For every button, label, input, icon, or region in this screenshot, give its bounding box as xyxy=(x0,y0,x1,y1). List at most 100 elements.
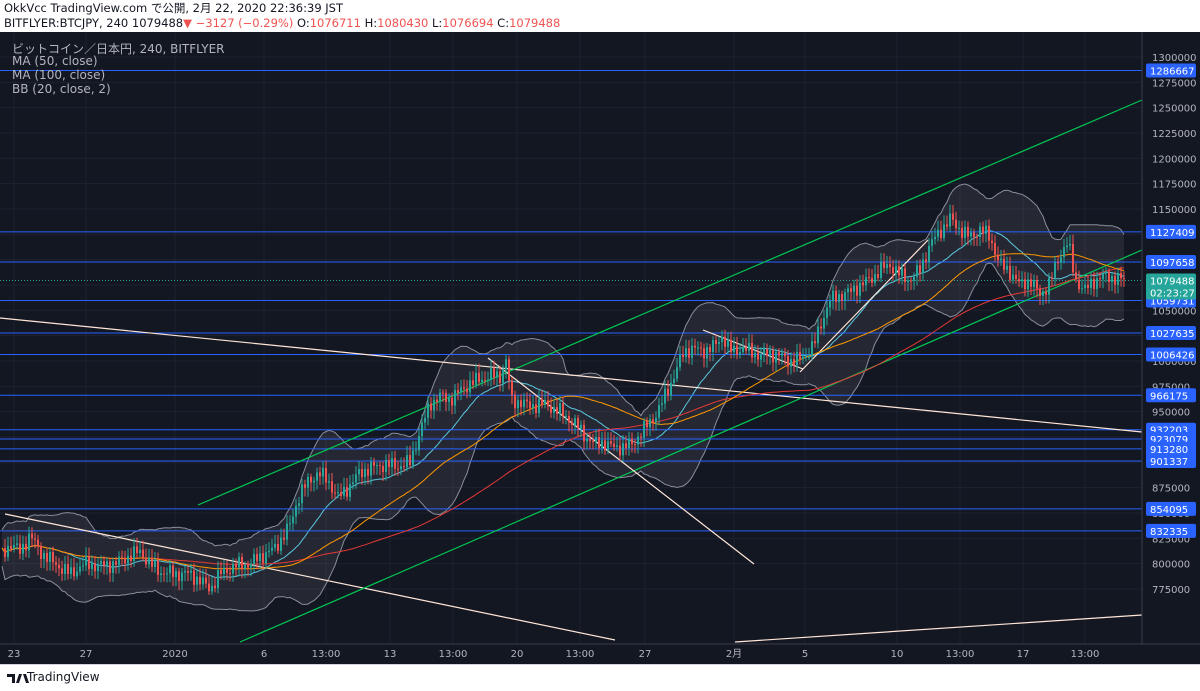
candle-body xyxy=(151,557,153,567)
candle-body xyxy=(1069,243,1071,246)
candle-body xyxy=(253,554,255,564)
candle-body xyxy=(244,564,246,570)
level-tag-label: 932203 xyxy=(1150,426,1188,437)
candle-body xyxy=(634,444,636,446)
candles xyxy=(4,204,1125,595)
candle-body xyxy=(202,577,204,585)
legend-ma100[interactable]: MA (100, close) xyxy=(12,68,106,82)
candle-body xyxy=(88,555,90,570)
candle-body xyxy=(220,569,222,574)
candle-body xyxy=(178,571,180,582)
close-value: 1079488 xyxy=(509,16,561,30)
price-tick-label: 1300000 xyxy=(1152,53,1197,64)
level-tag-label: 1097658 xyxy=(1150,258,1195,269)
candle-body xyxy=(217,569,219,589)
candle-body xyxy=(415,450,417,452)
candle-body xyxy=(550,406,552,413)
candle-body xyxy=(115,561,117,565)
chart-pane[interactable]: 1300000 1275000 1250000 1225000 1200000 11750… xyxy=(0,32,1200,664)
candle-body xyxy=(820,326,822,329)
candle-body xyxy=(262,553,264,564)
candle-body xyxy=(1012,274,1014,280)
candle-body xyxy=(313,480,315,483)
candle-body xyxy=(871,278,873,283)
candle-body xyxy=(346,486,348,497)
price-chart[interactable]: 1300000 1275000 1250000 1225000 1200000 11750… xyxy=(0,32,1200,664)
candle-body xyxy=(781,353,783,356)
legend-ma50[interactable]: MA (50, close) xyxy=(12,54,98,68)
candle-body xyxy=(304,484,306,488)
price-tick-label: 1225000 xyxy=(1152,129,1197,140)
candle-body xyxy=(952,213,954,220)
candle-body xyxy=(667,388,669,396)
candle-body xyxy=(1087,284,1089,289)
legend-title[interactable]: ビットコイン／日本円, 240, BITFLYER xyxy=(12,42,225,56)
candle-body xyxy=(25,543,27,551)
candle-body xyxy=(754,352,756,358)
candle-body xyxy=(427,403,429,418)
candle-body xyxy=(961,227,963,238)
candle-body xyxy=(1093,278,1095,289)
brand-name: TradingView xyxy=(27,670,100,684)
candle-body xyxy=(1096,278,1098,289)
candle-body xyxy=(1084,284,1086,289)
candle-body xyxy=(97,563,99,572)
candle-body xyxy=(31,533,33,539)
candle-body xyxy=(229,572,231,574)
candle-body xyxy=(1099,278,1101,280)
price-tick-label: 875000 xyxy=(1152,484,1190,495)
candle-body xyxy=(319,472,321,477)
candle-body xyxy=(520,400,522,408)
candle-body xyxy=(889,264,891,268)
candle-body xyxy=(1018,279,1020,282)
candle-body xyxy=(586,438,588,442)
candle-body xyxy=(199,576,201,585)
time-tick-label: 5 xyxy=(802,649,808,660)
level-tag-label: 901337 xyxy=(1150,457,1188,468)
candle-body xyxy=(283,537,285,540)
candle-body xyxy=(352,482,354,485)
candle-body xyxy=(358,469,360,475)
legend-bb[interactable]: BB (20, close, 2) xyxy=(12,82,111,96)
candle-body xyxy=(301,484,303,504)
time-tick-label: 13 xyxy=(384,649,397,660)
bollinger-lower xyxy=(1,262,1125,612)
level-tag xyxy=(1146,523,1196,538)
candle-body xyxy=(628,438,630,449)
candle-body xyxy=(655,417,657,423)
candle-body xyxy=(238,556,240,568)
candle-body xyxy=(154,560,156,567)
candle-body xyxy=(817,326,819,344)
candle-body xyxy=(136,546,138,554)
candle-body xyxy=(1030,279,1032,287)
candle-body xyxy=(67,564,69,574)
level-tag xyxy=(1146,453,1196,468)
price-tick-label: 1000000 xyxy=(1152,357,1197,368)
candle-body xyxy=(649,419,651,428)
candle-body xyxy=(343,486,345,496)
candle-body xyxy=(439,392,441,402)
candle-body xyxy=(337,492,339,494)
candle-body xyxy=(145,557,147,565)
candle-body xyxy=(853,285,855,292)
candle-body xyxy=(922,259,924,274)
candle-body xyxy=(589,438,591,442)
candle-body xyxy=(523,399,525,408)
footer: TradingView xyxy=(0,664,1200,691)
candle-body xyxy=(469,380,471,393)
ma100-line xyxy=(1,267,1125,565)
time-tick-label: 13:00 xyxy=(566,649,595,660)
candle-body xyxy=(826,307,828,318)
candle-body xyxy=(604,440,606,451)
price-change: −3127 (−0.29%) xyxy=(195,16,294,30)
candle-body xyxy=(271,547,273,551)
level-tag-label: 832335 xyxy=(1150,527,1188,538)
candle-body xyxy=(406,455,408,468)
candle-body xyxy=(103,561,105,566)
level-tag xyxy=(1146,388,1196,403)
time-tick-label: 27 xyxy=(80,649,93,660)
candle-body xyxy=(430,403,432,411)
candle-body xyxy=(70,567,72,574)
candle-body xyxy=(1120,272,1122,279)
candle-body xyxy=(805,356,807,358)
